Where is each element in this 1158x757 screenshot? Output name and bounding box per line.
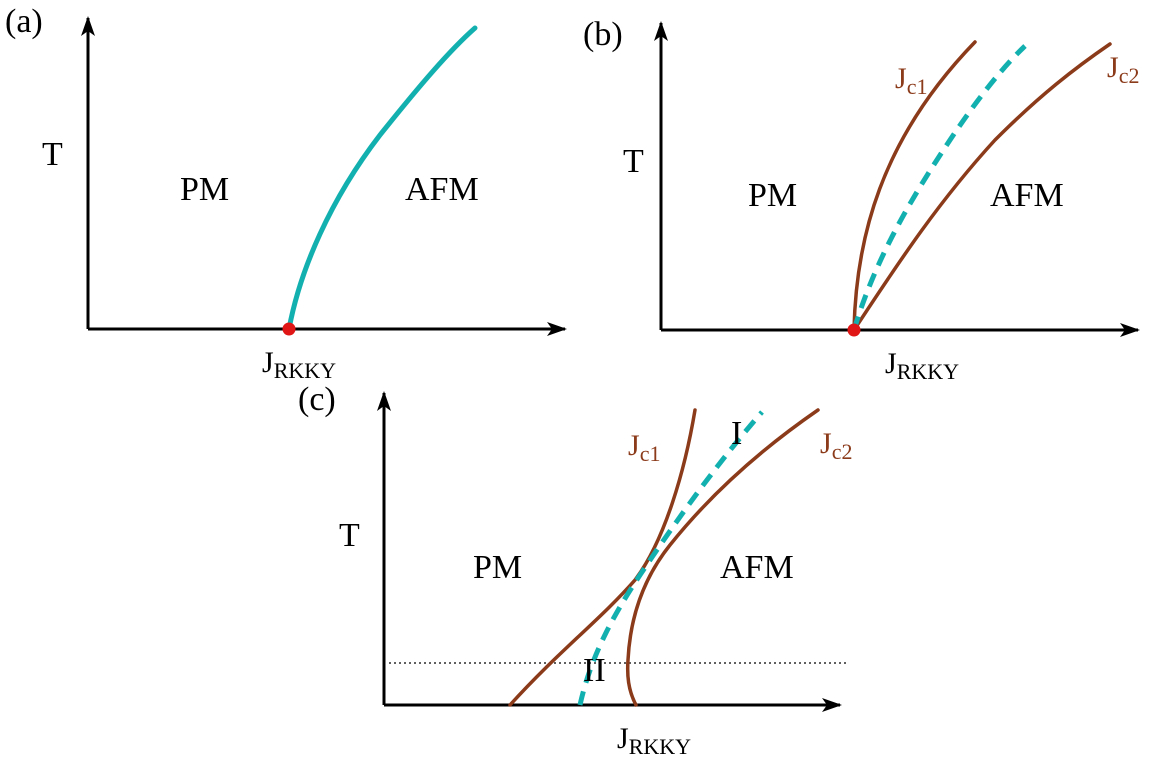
panel-c-jc1-curve: [508, 408, 697, 707]
panel-b: (b) T JRKKY PM AFM Jc1 Jc2: [583, 16, 1140, 384]
panel-c: (c) T JRKKY PM AFM I II Jc1 Jc2: [298, 381, 852, 757]
panel-c-jc1-label-main: J: [628, 429, 640, 462]
panel-c-y-axis-label: T: [339, 517, 360, 554]
panel-c-region-ii-label: II: [583, 652, 606, 689]
panel-b-jc2-curve: [852, 42, 1112, 332]
panel-b-jc1-label: Jc1: [895, 62, 927, 99]
panel-b-jc2-label-sub: c2: [1119, 63, 1140, 88]
panel-a-afm-region-label: AFM: [405, 171, 479, 208]
panel-a-y-axis-label: T: [42, 136, 63, 173]
panel-a-pm-region-label: PM: [180, 171, 229, 208]
panel-c-jc2-label-sub: c2: [832, 439, 853, 464]
panel-b-afm-region-label: AFM: [990, 177, 1064, 214]
panel-b-x-axis-label-main: J: [885, 347, 897, 380]
panel-c-jc2-label: Jc2: [820, 427, 852, 464]
panel-c-x-axis-label-sub: RKKY: [629, 734, 691, 757]
panel-b-transition-line: [851, 44, 1027, 331]
panel-c-region-i-label: I: [731, 415, 742, 452]
panel-b-jc1-label-main: J: [895, 62, 907, 95]
panel-c-jc2-curve: [625, 408, 820, 707]
panel-a-transition-line: [286, 25, 478, 332]
panel-b-x-axis-label: JRKKY: [885, 347, 959, 384]
panel-c-x-axis-label: JRKKY: [617, 722, 691, 757]
panel-c-label: (c): [298, 381, 336, 418]
panel-b-label: (b): [583, 16, 623, 53]
panel-b-y-axis-label: T: [623, 143, 644, 180]
panel-c-x-axis-label-main: J: [617, 722, 629, 755]
panel-c-pm-region-label: PM: [473, 549, 522, 586]
panel-c-afm-region-label: AFM: [720, 549, 794, 586]
panel-c-jc1-label-sub: c1: [640, 441, 661, 466]
panel-b-jc2-label: Jc2: [1107, 51, 1139, 88]
panel-b-critical-point: [847, 323, 861, 337]
panel-a-x-axis-label-main: J: [262, 346, 274, 379]
panel-a-label: (a): [5, 3, 43, 40]
panel-c-transition-line: [577, 410, 764, 706]
panel-c-jc1-label: Jc1: [628, 429, 660, 466]
panel-b-x-axis-label-sub: RKKY: [897, 359, 959, 384]
panel-a: (a) T JRKKY PM AFM: [5, 3, 567, 383]
panel-b-jc1-curve: [852, 40, 977, 332]
panel-a-x-axis-label-sub: RKKY: [274, 358, 336, 383]
panel-c-jc2-label-main: J: [820, 427, 832, 460]
panel-b-jc2-label-main: J: [1107, 51, 1119, 84]
panel-b-jc1-label-sub: c1: [907, 74, 928, 99]
panel-a-x-axis-label: JRKKY: [262, 346, 336, 383]
panel-a-critical-point: [282, 322, 296, 336]
panel-b-pm-region-label: PM: [748, 177, 797, 214]
